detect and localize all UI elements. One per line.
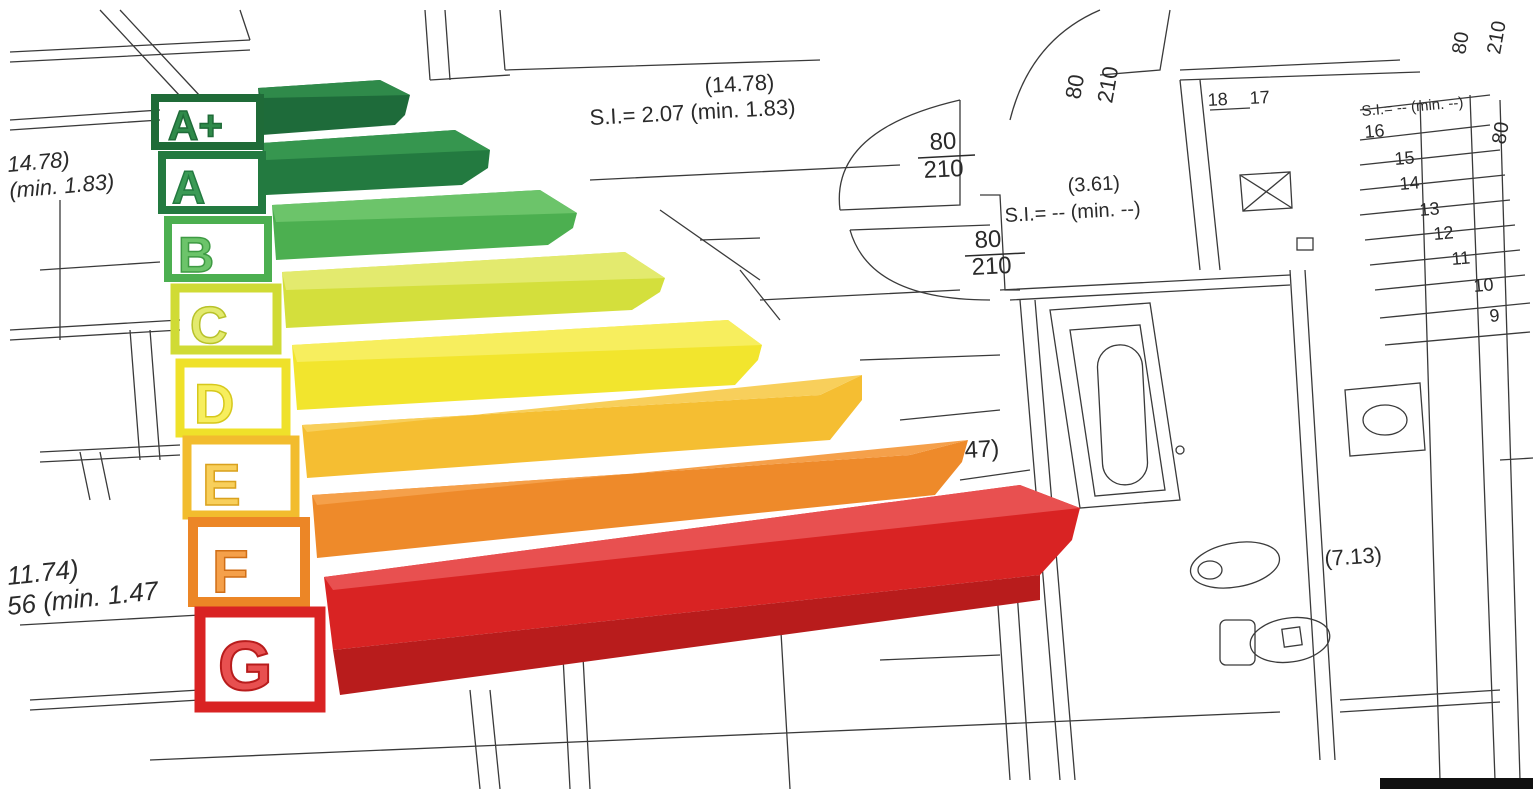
bath-area: (7.13): [1324, 542, 1383, 571]
right-80: 80: [1488, 120, 1514, 146]
door1-top: 80: [929, 128, 957, 156]
door3-top: 80: [1060, 72, 1089, 100]
energy-class-labels: A+ A B C D E F G: [151, 94, 326, 713]
energy-bar-d: [292, 320, 762, 410]
partial-47: 47): [964, 435, 1000, 464]
energy-rating-bars: [258, 80, 1080, 695]
door1-bottom: 210: [923, 155, 964, 184]
right-top-1: 80: [1448, 30, 1474, 56]
room1-area: (14.78): [704, 69, 775, 98]
class-label-f: F: [188, 517, 310, 607]
left-area-1: 14.78): [6, 147, 70, 177]
energy-bar-a: [262, 130, 490, 195]
door2-top: 80: [974, 226, 1002, 254]
svg-text:D: D: [194, 372, 234, 435]
class-label-d: D: [175, 358, 291, 438]
class-label-b: B: [164, 216, 272, 284]
stair-17: 17: [1249, 87, 1270, 108]
svg-text:B: B: [178, 227, 214, 283]
class-label-c: C: [170, 283, 282, 356]
svg-text:G: G: [218, 627, 272, 705]
stair-11: 11: [1451, 247, 1471, 269]
energy-bar-e: [302, 375, 862, 478]
floor-plan-drawing: [9, 9, 1533, 789]
room1-si: S.I.= 2.07 (min. 1.83): [589, 94, 796, 130]
energy-bar-b: [272, 190, 577, 260]
stair-14: 14: [1399, 172, 1421, 194]
svg-text:A+: A+: [168, 102, 223, 149]
svg-text:A: A: [172, 161, 205, 213]
svg-text:F: F: [212, 538, 249, 605]
svg-text:E: E: [202, 453, 241, 518]
stair-18: 18: [1207, 89, 1228, 110]
stair-15: 15: [1394, 147, 1416, 169]
stair-12: 12: [1433, 222, 1455, 244]
door3-bottom: 210: [1092, 64, 1123, 105]
class-label-a: A: [158, 151, 266, 214]
class-label-a-plus: A+: [151, 94, 264, 150]
stair-si: S.I.= -- (min. --): [1361, 94, 1464, 120]
corner-shadow: [1380, 778, 1533, 789]
room2-area: (3.61): [1067, 172, 1120, 197]
energy-bar-g: [324, 485, 1080, 695]
class-label-e: E: [182, 435, 300, 520]
energy-bar-f: [312, 440, 968, 558]
room2-si: S.I.= -- (min. --): [1004, 198, 1141, 227]
left-area-2: 11.74): [5, 554, 80, 591]
right-top-2: 210: [1483, 19, 1510, 56]
stair-9: 9: [1489, 305, 1501, 326]
stair-16: 16: [1364, 120, 1386, 142]
energy-bar-c: [282, 252, 665, 328]
stair-13: 13: [1419, 198, 1441, 220]
energy-bar-a-plus: [258, 80, 410, 135]
stair-10: 10: [1473, 274, 1495, 296]
door2-bottom: 210: [971, 252, 1012, 281]
class-label-g: G: [194, 606, 326, 713]
svg-text:C: C: [190, 297, 228, 355]
